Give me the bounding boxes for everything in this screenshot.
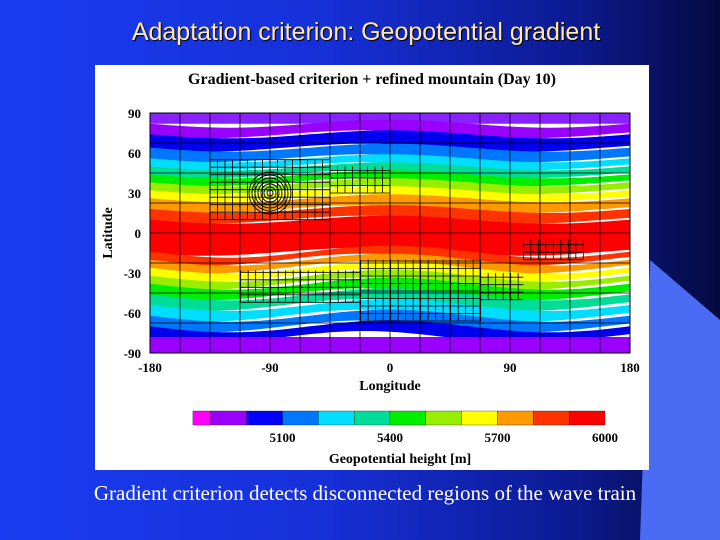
figure-plot: Gradient-based criterion + refined mount… — [101, 71, 640, 467]
y-tick-label: -90 — [124, 346, 141, 361]
colorbar-swatch — [533, 410, 570, 426]
y-tick-label: 30 — [128, 186, 141, 201]
decorative-shape — [640, 260, 720, 540]
colorbar-tick-label: 5100 — [270, 430, 296, 445]
colorbar-swatch — [282, 410, 319, 426]
x-tick-label: 180 — [620, 360, 640, 375]
colorbar-swatch — [461, 410, 498, 426]
y-tick-label: 60 — [128, 146, 141, 161]
mountain-contour — [254, 177, 286, 209]
figure-panel: Gradient-based criterion + refined mount… — [95, 65, 649, 470]
colorbar-swatch — [318, 410, 355, 426]
colorbar-tick-label: 6000 — [592, 430, 618, 445]
y-tick-label: -60 — [124, 306, 141, 321]
mountain-contour — [251, 174, 289, 212]
mountain-contour — [257, 180, 283, 206]
x-tick-label: 90 — [504, 360, 517, 375]
x-tick-label: -180 — [138, 360, 162, 375]
colorbar-swatch — [192, 410, 211, 426]
y-tick-label: -30 — [124, 266, 141, 281]
x-tick-label: -90 — [261, 360, 278, 375]
mountain-contour — [263, 186, 277, 200]
colorbar-tick-label: 5400 — [377, 430, 403, 445]
figure-title: Gradient-based criterion + refined mount… — [188, 71, 556, 88]
colorbar-swatch — [497, 410, 534, 426]
mountain-contour — [260, 183, 280, 203]
slide-caption: Gradient criterion detects disconnected … — [93, 481, 637, 505]
colorbar-swatch — [354, 410, 391, 426]
mountain-contour — [248, 171, 292, 215]
slide-title: Adaptation criterion: Geopotential gradi… — [131, 18, 601, 46]
colorbar-tick-label: 5700 — [485, 430, 511, 445]
y-axis-label: Latitude — [101, 207, 116, 258]
colorbar — [192, 410, 606, 426]
plot-frame — [149, 112, 631, 354]
colorbar-swatch — [210, 410, 247, 426]
colorbar-label: Geopotential height [m] — [329, 452, 471, 467]
x-axis-label: Longitude — [359, 379, 420, 394]
y-tick-label: 0 — [135, 226, 142, 241]
colorbar-swatch — [246, 410, 283, 426]
x-tick-label: 0 — [387, 360, 394, 375]
y-tick-label: 90 — [128, 106, 141, 121]
mountain-contour — [266, 189, 274, 197]
colorbar-swatch — [389, 410, 426, 426]
colorbar-swatch — [569, 410, 606, 426]
colorbar-swatch — [425, 410, 462, 426]
